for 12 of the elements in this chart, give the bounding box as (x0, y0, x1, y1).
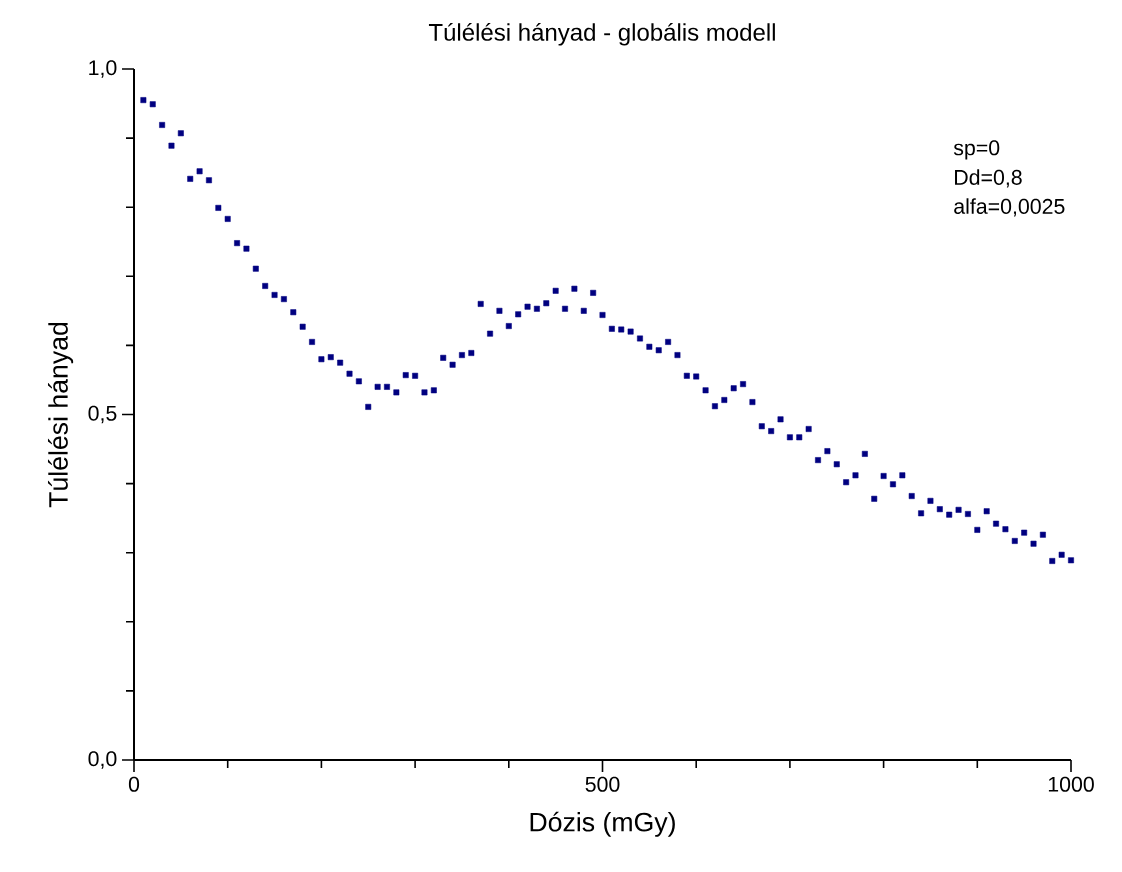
x-axis-title: Dózis (mGy) (530, 811, 675, 837)
x-tick-label: 0 (128, 776, 140, 792)
y-tick-label: 0,0 (88, 751, 117, 769)
annotation: alfa=0,0025 (954, 198, 1065, 217)
x-tick-label: 500 (585, 776, 620, 792)
y-tick-label: 1,0 (89, 60, 117, 78)
annotation: Dd=0,8 (955, 169, 1022, 188)
chart-title: Túlélési hányad - globális modell (428, 22, 775, 46)
x-tick-label: 1000 (1048, 776, 1094, 792)
annotation: sp=0 (953, 140, 1000, 160)
y-tick-label: 0,5 (88, 405, 117, 424)
y-axis-title: Túlélési hányad (47, 322, 74, 508)
